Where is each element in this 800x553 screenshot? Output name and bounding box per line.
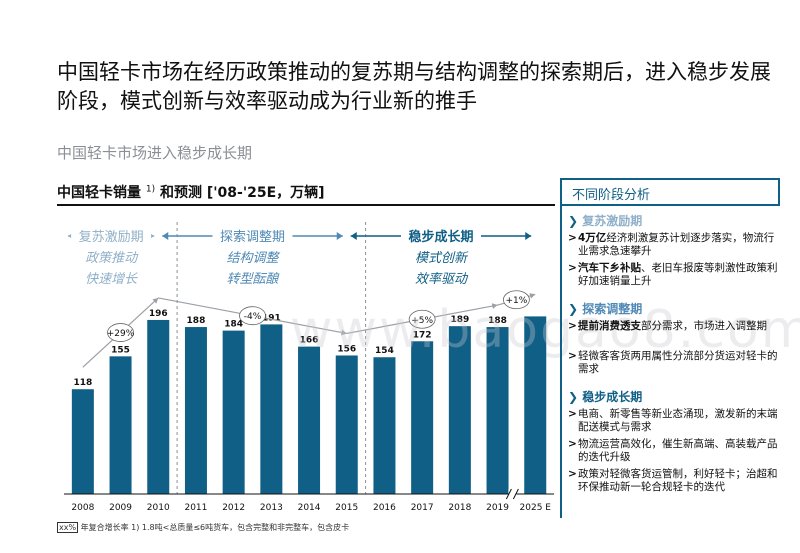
phase-label-bg (71, 227, 152, 245)
bar-value-label: 156 (337, 344, 356, 354)
arrow-left-icon (350, 232, 357, 240)
chart-heading: 中国轻卡销量 1) 和预测 ['08-'25E，万辆] (57, 182, 325, 202)
stage-bullet: 电商、新零售等新业态涌现，激发新的末端配送模式与需求 (568, 408, 778, 434)
x-tick-label: 2011 (184, 503, 207, 513)
arrow-right-icon (336, 232, 343, 240)
side-panel: 不同阶段分析 ❯ 复苏激励期 4万亿经济刺激复苏计划逐步落实，物流行业需求急速攀… (560, 178, 780, 518)
bar-value-label: 191 (262, 313, 281, 323)
x-tick-label: 2019 (486, 503, 509, 513)
x-tick-label: 2015 (335, 503, 358, 513)
phase-label-bg (212, 227, 293, 245)
cagr-badge (107, 323, 134, 342)
stage-bullet: 物流运营高效化，催生新高端、高装载产品的迭代升级 (568, 438, 778, 464)
cagr-label: +1% (505, 296, 527, 306)
chart-bar (486, 327, 509, 494)
x-tick-label: 2012 (222, 503, 245, 513)
x-tick-label: 2009 (109, 503, 132, 513)
chart-bar (411, 341, 434, 494)
chart-bar (260, 324, 283, 494)
x-tick-label: 2018 (448, 503, 471, 513)
phase-label-bg (401, 227, 481, 245)
cagr-badge (239, 306, 266, 326)
stage-title-growth: ❯ 稳步成长期 (568, 390, 643, 404)
bar-value-label: 184 (224, 320, 243, 330)
chart-heading-prefix: 中国轻卡销量 (57, 185, 141, 201)
footnote-text: 年复合增长率 1) 1.8吨<总质量≤6吨货车，包含完整和非完整车，包含皮卡 (80, 523, 350, 532)
arrow-left-icon (162, 232, 169, 240)
x-tick-label: 2025 E (520, 503, 552, 513)
stage-title-adjustment: ❯ 探索调整期 (568, 302, 643, 316)
arrow-head-icon (152, 297, 159, 304)
stage-bullet: 汽车下乡补贴、老旧车报废等刺激性政策利好加速销量上升 (568, 262, 778, 288)
axis-break-mark (512, 488, 519, 500)
chart-bar (109, 356, 132, 494)
bar-value-label: 172 (413, 330, 432, 340)
page-subtitle: 中国轻卡市场进入稳步成长期 (57, 144, 253, 162)
chart-bar (222, 330, 245, 494)
bar-value-label: 200 (526, 305, 545, 315)
chart-bar (373, 357, 396, 494)
x-tick-label: 2013 (260, 503, 283, 513)
bar-value-label: 166 (300, 336, 319, 346)
phase-label: 探索调整期 (220, 230, 285, 245)
chart-bar (147, 319, 170, 494)
chevron-right-icon: ❯ (568, 214, 579, 228)
chart-bar (448, 326, 471, 494)
chevron-right-icon: ❯ (568, 390, 579, 404)
axis-break-gap (508, 489, 517, 499)
bar-value-label: 188 (488, 316, 507, 326)
x-tick-label: 2008 (71, 503, 94, 513)
side-panel-header: 不同阶段分析 (562, 178, 780, 206)
page-title: 中国轻卡市场在经历政策推动的复苏期与结构调整的探索期后，进入稳步发展阶段，模式创… (57, 60, 771, 113)
chart-bar (71, 389, 94, 494)
x-tick-label: 2016 (373, 503, 396, 513)
bar-value-label: 155 (111, 345, 130, 355)
chart-bar (298, 346, 321, 494)
arrow-head-icon (341, 329, 347, 336)
phase-label: 复苏激励期 (79, 229, 144, 245)
chart-heading-footnote-mark: 1) (145, 184, 156, 195)
phase-driver: 政策推动 (85, 251, 139, 266)
bar-value-label: 118 (73, 378, 92, 388)
chart-heading-suffix: 和预测 ['08-'25E，万辆] (160, 185, 325, 201)
footnote: xx% 年复合增长率 1) 1.8吨<总质量≤6吨货车，包含完整和非完整车，包含… (57, 522, 349, 533)
cagr-badge (503, 290, 530, 310)
stage-bullet: 4万亿经济刺激复苏计划逐步落实，物流行业需求急速攀升 (568, 232, 778, 258)
stage-title-recovery: ❯ 复苏激励期 (568, 214, 643, 228)
bar-value-label: 154 (375, 346, 394, 356)
arrow-head-icon (529, 293, 536, 299)
phase-driver: 结构调整 (226, 251, 280, 266)
phase-driver: 模式创新 (415, 251, 469, 266)
phase-driver: 转型酝酿 (226, 272, 279, 287)
stage-bullet: 提前消费透支部分需求，市场进入调整期 (568, 320, 778, 333)
side-panel-title: 不同阶段分析 (572, 188, 651, 203)
stage-bullet: 政策对轻微客货运管制，利好轻卡；治超和环保推动新一轮合规轻卡的迭代 (568, 468, 778, 494)
arrow-right-icon (525, 232, 532, 240)
bar-value-label: 196 (149, 309, 168, 319)
cagr-label: -4% (244, 312, 262, 322)
chart-heading-rule (57, 204, 555, 206)
cagr-label: +29% (107, 329, 135, 339)
chart-bar (184, 327, 207, 494)
cagr-badge (408, 309, 436, 329)
phase-driver: 效率驱动 (415, 271, 469, 287)
bar-value-label: 189 (450, 315, 469, 325)
footnote-cagr-key: xx% (57, 522, 79, 533)
chart-bar (335, 355, 358, 494)
stage-bullet: 轻微客客货两用属性分流部分货运对轻卡的需求 (568, 350, 778, 376)
x-tick-label: 2017 (411, 503, 434, 513)
x-tick-label: 2014 (298, 503, 321, 513)
chevron-right-icon: ❯ (568, 302, 579, 316)
axis-break-mark (505, 488, 512, 500)
arrow-head-icon (491, 303, 498, 309)
chart-bar (524, 316, 547, 494)
phase-label: 稳步成长期 (408, 229, 473, 245)
bar-value-label: 188 (187, 316, 206, 326)
x-tick-label: 2010 (147, 503, 170, 513)
cagr-label: +5% (411, 316, 433, 326)
phase-driver: 快速增长 (85, 272, 138, 287)
